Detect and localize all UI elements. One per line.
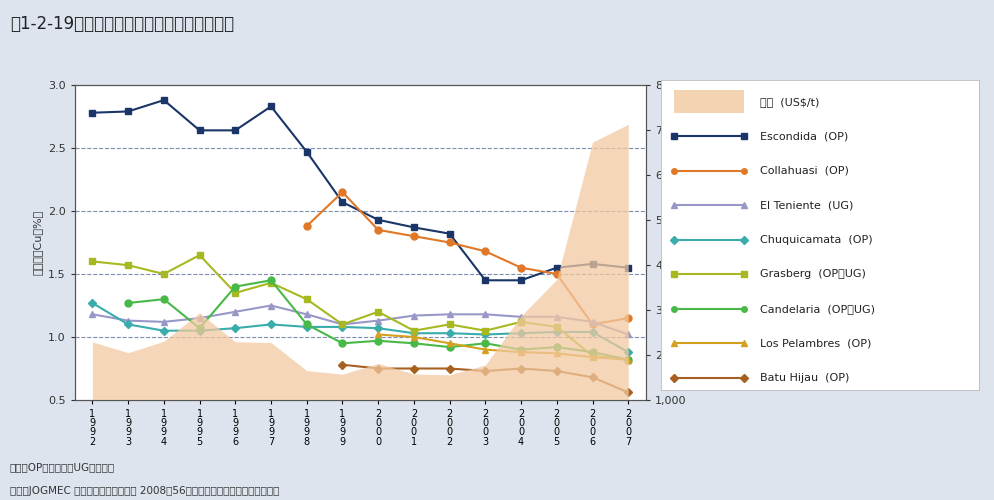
Text: Escondida  (OP): Escondida (OP) xyxy=(759,131,848,141)
Text: Grasberg  (OP＆UG): Grasberg (OP＆UG) xyxy=(759,269,866,279)
Text: 出典：JOGMEC カレント・トピックス 2008年56号「銅品位の低下傾向について」: 出典：JOGMEC カレント・トピックス 2008年56号「銅品位の低下傾向につ… xyxy=(10,486,279,496)
Bar xyxy=(674,90,744,114)
Text: 図1-2-19　主要銅山の粗鉱品位と価格の推移: 図1-2-19 主要銅山の粗鉱品位と価格の推移 xyxy=(10,15,234,33)
Y-axis label: 粗鉱品位Cu（%）: 粗鉱品位Cu（%） xyxy=(32,210,42,275)
Text: Los Pelambres  (OP): Los Pelambres (OP) xyxy=(759,338,871,348)
Y-axis label: 銅価（US$/t）: 銅価（US$/t） xyxy=(692,214,703,271)
Text: Batu Hijau  (OP): Batu Hijau (OP) xyxy=(759,372,849,382)
Text: （注）OP：露天掘　UG：坑内掘: （注）OP：露天掘 UG：坑内掘 xyxy=(10,462,115,472)
Text: El Teniente  (UG): El Teniente (UG) xyxy=(759,200,853,210)
Text: 銅価  (US$/t): 銅価 (US$/t) xyxy=(759,96,819,106)
Text: Candelaria  (OP＆UG): Candelaria (OP＆UG) xyxy=(759,304,875,314)
Text: Collahuasi  (OP): Collahuasi (OP) xyxy=(759,166,849,175)
Text: Chuquicamata  (OP): Chuquicamata (OP) xyxy=(759,234,873,244)
